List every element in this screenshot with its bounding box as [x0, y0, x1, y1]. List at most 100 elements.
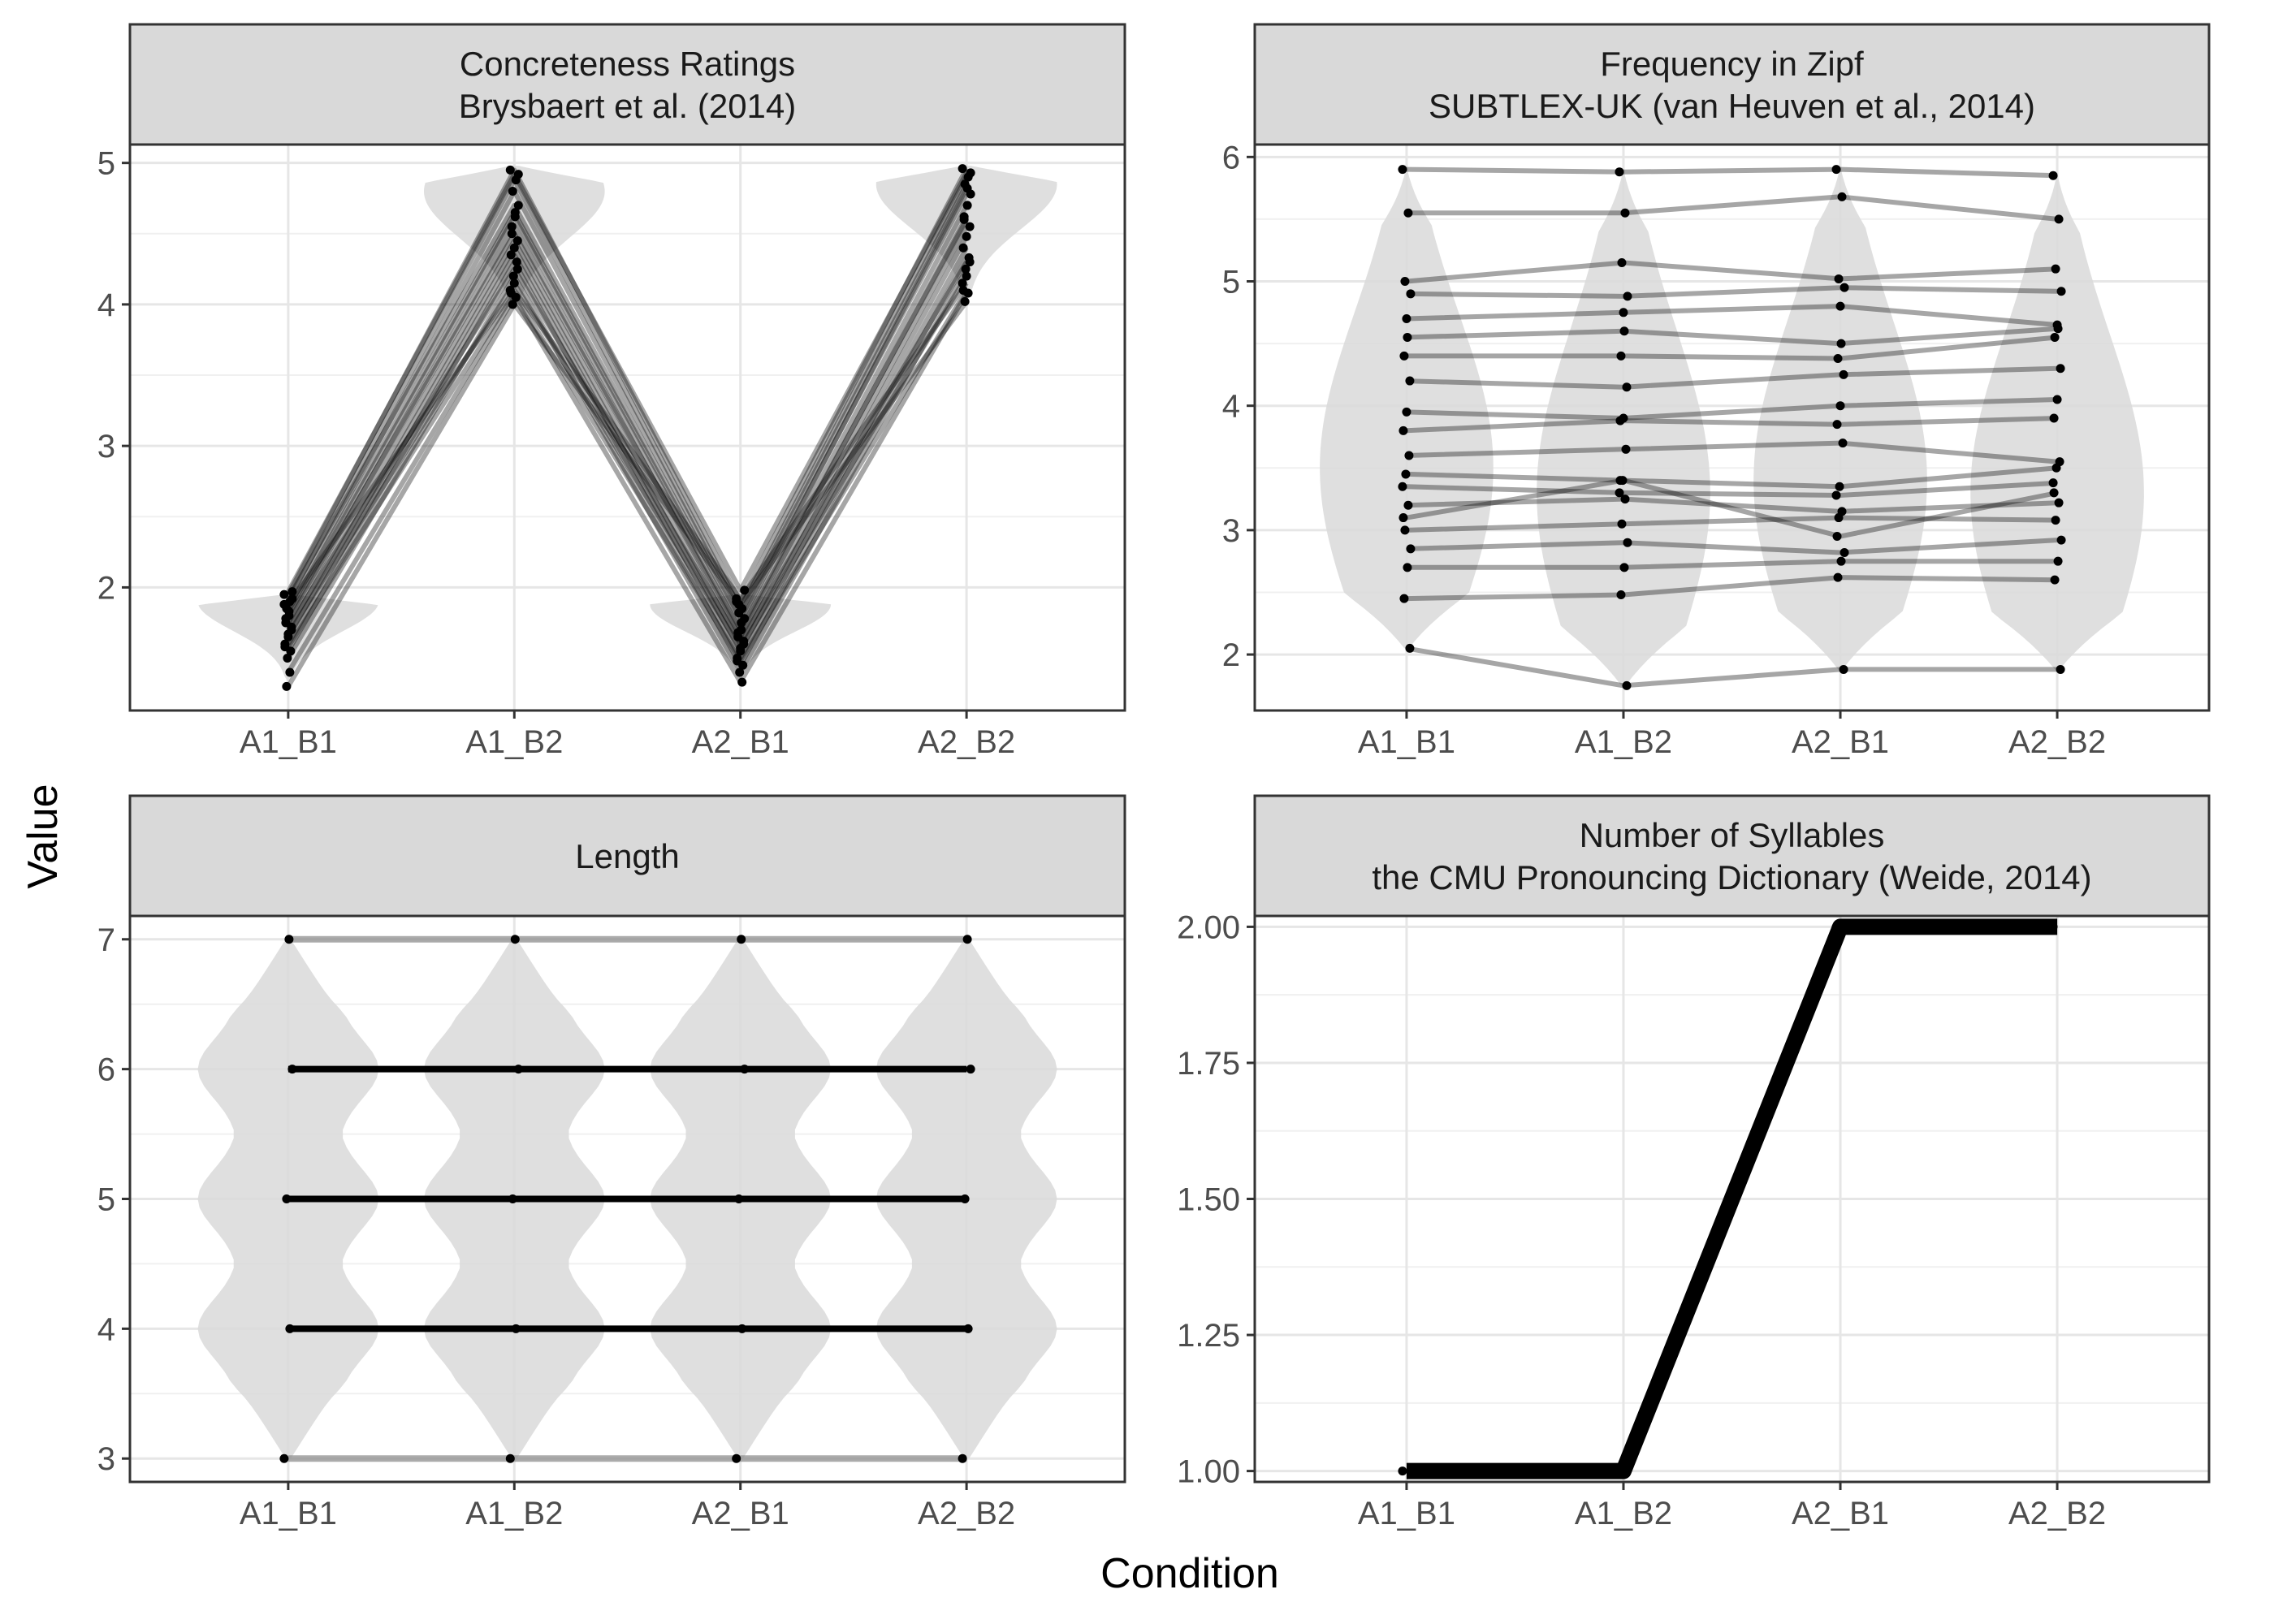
data-point	[1400, 277, 1410, 287]
series-line	[286, 256, 969, 668]
data-point	[1831, 490, 1841, 500]
series-line	[1406, 335, 2058, 361]
data-point	[1398, 165, 1407, 175]
x-tick-label: A2_B1	[692, 724, 789, 760]
x-tick-label: A1_B2	[465, 724, 563, 760]
y-axis-title: Value	[19, 784, 67, 888]
data-point	[1399, 594, 1409, 603]
data-point	[2050, 575, 2060, 585]
x-axis: A1_B1 A1_B2 A2_B1 A2_B2	[1358, 710, 2106, 760]
x-tick-label: A2_B1	[692, 1496, 789, 1531]
data-point	[2056, 535, 2066, 545]
data-point	[958, 1453, 967, 1463]
data-point	[280, 642, 290, 652]
panel-strip	[1253, 794, 2211, 918]
x-tick-label: A1_B2	[465, 1496, 563, 1531]
data-point	[283, 654, 292, 663]
panel-border	[128, 143, 1126, 712]
data-point	[2051, 516, 2060, 525]
series-line	[286, 235, 969, 654]
series-line	[286, 183, 969, 615]
series-line	[286, 192, 969, 621]
series-line	[286, 288, 969, 663]
x-axis: A1_B1 A1_B2 A2_B1 A2_B2	[1358, 1482, 2106, 1531]
data-point	[737, 677, 747, 687]
data-point	[962, 231, 971, 241]
data-point	[732, 1453, 741, 1463]
data-point	[734, 599, 744, 609]
data-point	[1835, 401, 1845, 411]
data-point	[1832, 532, 1842, 542]
y-tick-label: 4	[1222, 389, 1240, 425]
series-line	[286, 300, 969, 688]
data-point	[1616, 590, 1626, 600]
data-point	[965, 222, 975, 231]
data-point	[279, 1453, 289, 1463]
series-line	[1406, 365, 2058, 390]
y-tick-label: 1.50	[1177, 1182, 1240, 1218]
series-line	[286, 175, 969, 611]
panel-strip-text: the CMU Pronouncing Dictionary (Weide, 2…	[1372, 858, 2091, 896]
data-point	[1403, 332, 1412, 342]
data-point	[959, 214, 969, 224]
panel-2: Frequency in Zipf SUBTLEX-UK (van Heuven …	[1222, 23, 2211, 760]
data-point	[1399, 425, 1408, 435]
data-point	[963, 1324, 973, 1333]
series-line	[1406, 918, 2058, 1479]
y-tick-label: 1.00	[1177, 1454, 1240, 1490]
data-point	[2050, 332, 2060, 342]
series-line	[1406, 194, 2058, 222]
data-point	[1616, 351, 1626, 361]
panel-1: Concreteness Ratings Brysbaert et al. (20…	[97, 23, 1126, 760]
data-point	[509, 279, 519, 288]
data-point	[1621, 444, 1631, 454]
data-point	[735, 667, 745, 677]
data-point	[505, 165, 515, 175]
violin-A2_B2	[1970, 175, 2144, 670]
series-line	[286, 187, 969, 625]
data-point	[1831, 165, 1841, 175]
data-point	[1839, 664, 1848, 674]
series-line	[1406, 515, 2058, 533]
x-tick-label: A1_B2	[1575, 1496, 1672, 1531]
data-point	[1615, 1466, 1624, 1476]
series-line	[286, 171, 969, 594]
data-point	[1833, 572, 1843, 582]
series-line	[286, 261, 969, 644]
data-point	[285, 1324, 295, 1333]
data-point	[284, 935, 294, 944]
data-point	[962, 271, 971, 281]
x-tick-label: A1_B1	[1358, 1496, 1455, 1531]
data-point	[1615, 476, 1625, 486]
data-point	[1406, 289, 1416, 299]
series-lines	[279, 164, 975, 691]
y-tick-label: 3	[97, 429, 115, 464]
data-point	[2048, 478, 2058, 488]
series-line	[1406, 496, 2058, 514]
data-point	[506, 288, 516, 298]
data-point	[282, 1194, 292, 1203]
y-tick-label: 4	[97, 1311, 115, 1347]
data-point	[1839, 369, 1848, 379]
y-axis: 2 3 4 5 6	[1222, 140, 1255, 673]
data-point	[1398, 1466, 1407, 1476]
series-line	[286, 274, 969, 651]
data-point	[1398, 482, 1407, 491]
data-point	[1622, 382, 1632, 392]
series-line	[1406, 538, 2058, 555]
data-point	[739, 637, 749, 646]
panel-strip-text: Number of Syllables	[1580, 816, 1885, 854]
y-tick-label: 5	[1222, 265, 1240, 300]
data-point	[1835, 482, 1844, 491]
x-tick-label: A2_B2	[2008, 1496, 2106, 1531]
series-line	[1406, 416, 2058, 434]
x-tick-label: A2_B2	[918, 1496, 1015, 1531]
data-point	[1834, 513, 1844, 523]
data-point	[965, 257, 975, 267]
panel-4: Number of Syllables the CMU Pronouncing D…	[1177, 794, 2211, 1531]
panel-strip-text: Length	[575, 837, 679, 875]
data-point	[287, 594, 297, 603]
x-tick-label: A2_B1	[1792, 724, 1889, 760]
data-point	[961, 264, 971, 274]
data-point	[737, 618, 746, 628]
